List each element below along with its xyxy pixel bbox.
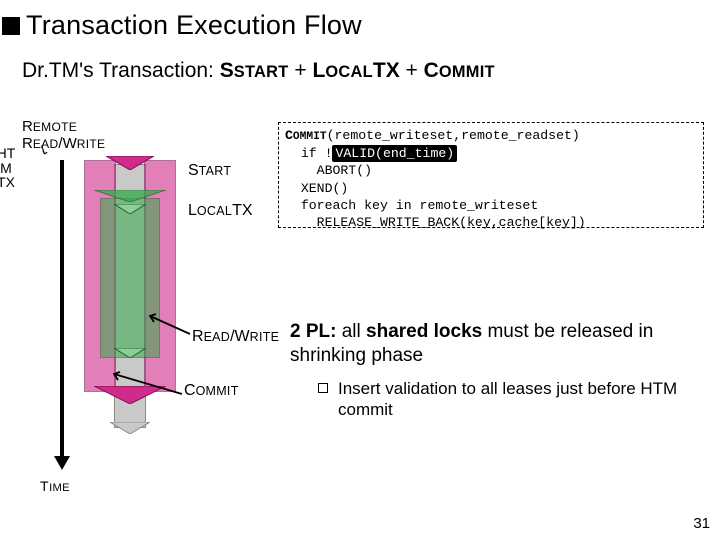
diagram-area: REMOTE READ/WRITE TIME HT M T <box>22 118 702 518</box>
bullet-main: 2 PL: all shared locks must be released … <box>290 320 704 368</box>
page-title: Transaction Execution Flow <box>26 10 362 41</box>
sub-bullet-text: Insert validation to all leases just bef… <box>338 378 704 421</box>
inner-bot-triangle-icon <box>114 348 146 358</box>
phase-rw-label: READ/WRITE <box>192 328 279 346</box>
commit-arrow-icon <box>106 370 186 398</box>
bullet-block: 2 PL: all shared locks must be released … <box>290 320 704 420</box>
remote-arrow-icon <box>38 144 62 158</box>
subtitle-prefix: Dr.TM's Transaction: <box>22 59 220 82</box>
rw-arrow-icon <box>144 312 194 338</box>
phase-commit-label: COMMIT <box>184 382 239 400</box>
valid-highlight: VALID(end_time) <box>332 145 457 162</box>
localtx-top-triangle-icon <box>94 190 166 202</box>
inner-top-triangle-icon <box>114 204 146 214</box>
subtitle: Dr.TM's Transaction: SSTART + LOCALTX + … <box>22 59 720 83</box>
htmtx-label: HT M TX <box>0 146 20 190</box>
timeline-axis <box>60 160 64 458</box>
htm-end-triangle-icon <box>110 422 150 434</box>
sub-bullet: Insert validation to all leases just bef… <box>318 378 704 421</box>
title-bullet-icon <box>2 17 20 35</box>
phase-start-label: START <box>188 162 231 180</box>
square-bullet-icon <box>318 383 328 393</box>
page-number: 31 <box>693 515 710 532</box>
phase-localtx-label: LOCALTX <box>188 202 253 220</box>
title-bar: Transaction Execution Flow <box>0 0 720 41</box>
remote-rw-label: REMOTE READ/WRITE <box>22 118 105 153</box>
start-triangle-icon <box>106 156 154 170</box>
code-box: COMMIT(remote_writeset,remote_readset) i… <box>278 122 704 228</box>
phase-start-inline: SSTART <box>220 59 289 82</box>
time-axis-label: TIME <box>40 478 70 494</box>
